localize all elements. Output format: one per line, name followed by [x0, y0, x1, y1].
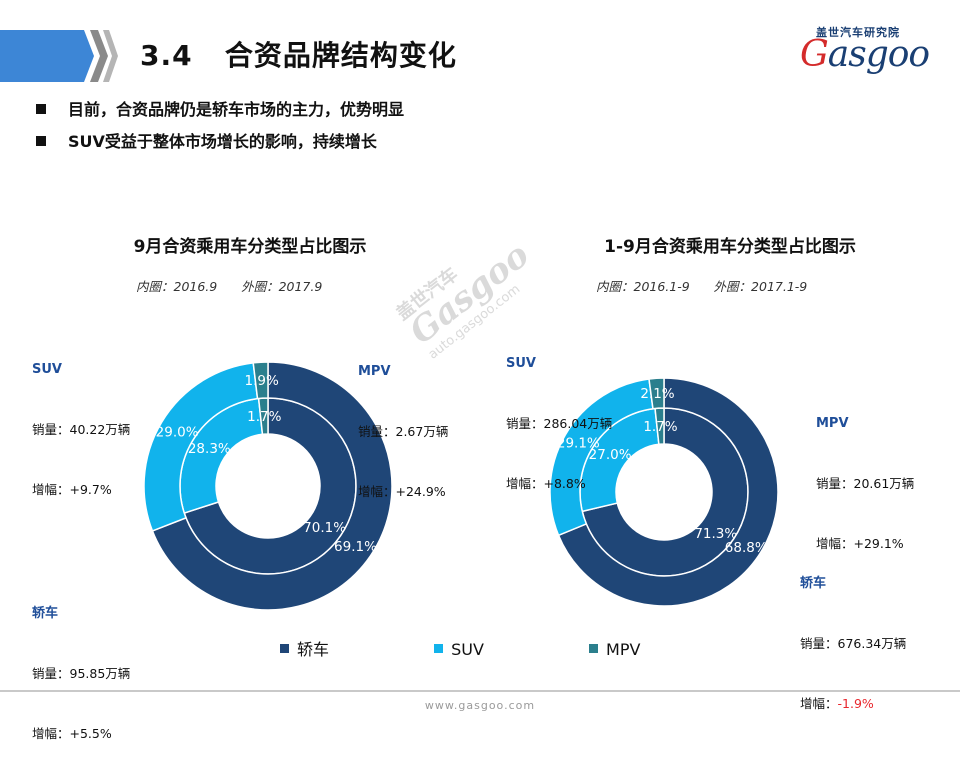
chart1-outer-slice-sedan [151, 361, 393, 611]
bullet-text: SUV受益于整体市场增长的影响，持续增长 [68, 132, 377, 151]
bullet-item: 目前，合资品牌仍是轿车市场的主力，优势明显 [36, 96, 404, 120]
annotation-sedan-chart1: 轿车 销量：95.85万辆 增幅：+5.5% [32, 606, 131, 741]
bullet-item: SUV受益于整体市场增长的影响，持续增长 [36, 128, 377, 152]
annotation-suv-chart2: SUV 销量：286.04万辆 增幅：+8.8% [506, 356, 613, 491]
chart1-outer-label-mpv: 1.9% [245, 373, 279, 389]
chart1-outer-slice-mpv [252, 361, 269, 400]
chart2-subtitle: 内圈：2016.1-9 外圈：2017.1-9 [596, 279, 808, 294]
chart1-outer-label-suv: 29.0% [156, 424, 199, 440]
chart1-outer-label-sedan: 69.1% [334, 539, 377, 555]
footer-url: www.gasgoo.com [424, 699, 536, 712]
chart2-inner-label-mpv: 1.7% [643, 419, 677, 435]
legend-swatch [280, 644, 289, 653]
annotation-suv-chart1: SUV 销量：40.22万辆 增幅：+9.7% [32, 362, 131, 497]
chart2-outer-label-suv: 29.1% [557, 435, 600, 451]
chart2-inner-label-sedan: 71.3% [694, 526, 737, 542]
bullet-square-icon [36, 104, 46, 114]
logo-wordmark: Gasgoo [800, 34, 930, 75]
legend-item-sedan: 轿车 [280, 636, 329, 660]
chart2-title: 1-9月合资乘用车分类型占比图示 [604, 237, 856, 257]
chart-legend: 轿车 SUV MPV [280, 636, 740, 659]
chart2-outer-slice-sedan [557, 377, 779, 607]
annotation-sedan-chart2: 轿车 销量：676.34万辆 增幅：-1.9% [800, 576, 907, 711]
gasgoo-logo: 盖世汽车研究院 Gasgoo [790, 24, 950, 80]
chart2-outer-label-mpv: 2.1% [640, 386, 674, 402]
chart2-outer-label-sedan: 68.8% [725, 540, 768, 556]
chart1-inner-label-suv: 28.3% [188, 441, 231, 457]
chart2-inner-label-suv: 27.0% [589, 447, 632, 463]
chart1-subtitle: 内圈：2016.9 外圈：2017.9 [136, 279, 323, 294]
bullet-text: 目前，合资品牌仍是轿车市场的主力，优势明显 [68, 100, 405, 119]
legend-item-mpv: MPV [589, 640, 640, 659]
footer-divider [0, 690, 960, 692]
chart1-inner-label-sedan: 70.1% [303, 520, 346, 536]
annotation-mpv-chart2: MPV 销量：20.61万辆 增幅：+29.1% [816, 416, 915, 551]
legend-item-suv: SUV [434, 640, 484, 659]
chart1-title: 9月合资乘用车分类型占比图示 [133, 237, 367, 257]
logo-cn-text: 盖世汽车研究院 [816, 26, 900, 39]
doughnut-charts: 70.1% 28.3% 1.7% 69.1% 29.0% 1.9% 71.3% 27.0% 1.… [143, 361, 779, 611]
chart1-inner-label-mpv: 1.7% [247, 409, 281, 425]
page-title: 3.4 合资品牌结构变化 [140, 39, 457, 72]
legend-swatch [434, 644, 444, 653]
negative-growth-value: -1.9% [837, 696, 874, 711]
title-chevron-bar [0, 30, 118, 82]
chart2-outer-slice-mpv [648, 377, 665, 410]
annotation-mpv-chart1: MPV 销量：2.67万辆 增幅：+24.9% [358, 364, 449, 499]
legend-swatch [589, 644, 599, 653]
bullet-square-icon [36, 136, 46, 146]
